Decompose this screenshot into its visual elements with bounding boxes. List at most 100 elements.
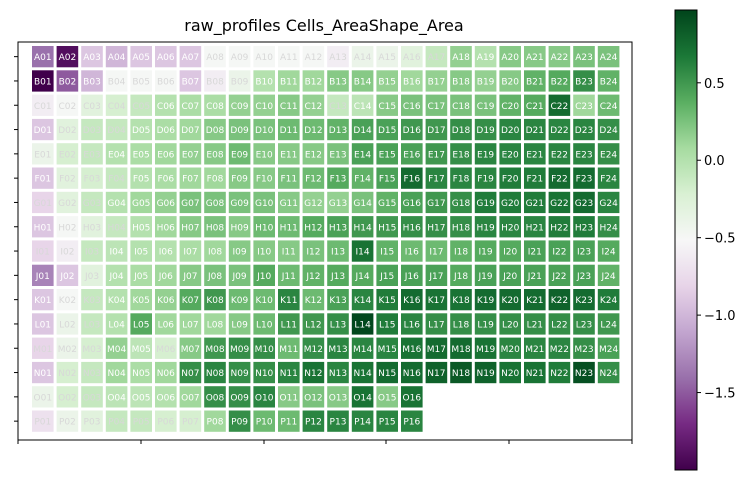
cell-label: G01: [34, 199, 52, 209]
heatmap-cell: [376, 289, 398, 311]
heatmap-cell: [204, 386, 226, 408]
heatmap-cell: [253, 386, 275, 408]
cell-label: G08: [206, 199, 225, 209]
cell-label: G04: [107, 199, 126, 209]
cell-label: E13: [329, 150, 346, 160]
cell-label: I16: [405, 248, 419, 258]
cell-label: F18: [453, 175, 470, 185]
heatmap-cell: [376, 361, 398, 384]
cell-label: N14: [354, 369, 372, 379]
cell-label: N10: [255, 369, 273, 379]
heatmap-cell: [278, 216, 300, 238]
heatmap-cell: [499, 191, 521, 214]
heatmap-cell: [597, 118, 620, 141]
heatmap-cell: [327, 216, 349, 238]
cell-label: D11: [280, 126, 298, 136]
heatmap-cell: [351, 264, 374, 286]
cell-label: K16: [403, 296, 421, 306]
cell-label: C22: [551, 102, 569, 112]
cell-label: M19: [476, 345, 495, 355]
cell-label: N09: [231, 369, 249, 379]
heatmap-cell: [499, 46, 521, 68]
heatmap-cell: [425, 289, 448, 311]
heatmap-cell: [278, 361, 300, 384]
heatmap-cell: [130, 264, 152, 286]
cell-label: G05: [132, 199, 150, 209]
cell-label: K09: [231, 296, 249, 306]
heatmap-cell: [32, 240, 54, 262]
cell-label: B17: [428, 77, 446, 87]
heatmap-cell: [179, 167, 202, 189]
heatmap-cell: [401, 46, 423, 68]
heatmap-cell: [474, 46, 497, 68]
cell-label: F08: [207, 175, 224, 185]
heatmap-cell: [228, 167, 251, 189]
cell-label: B10: [255, 77, 273, 87]
heatmap-cell: [179, 143, 202, 165]
heatmap-cell: [278, 410, 300, 432]
heatmap-cell: [155, 143, 177, 165]
heatmap-cell: [278, 167, 300, 189]
cell-label: D04: [107, 126, 126, 136]
cell-label: N01: [34, 369, 52, 379]
cell-label: K08: [206, 296, 224, 306]
heatmap-cell: [32, 94, 54, 116]
heatmap-cell: [155, 313, 177, 335]
heatmap-cell: [425, 240, 448, 262]
heatmap-cell: [302, 70, 325, 92]
cell-label: N02: [58, 369, 76, 379]
heatmap-cell: [376, 118, 398, 141]
cell-label: F20: [502, 175, 519, 185]
cell-label: J23: [576, 272, 591, 282]
heatmap-cell: [32, 361, 54, 384]
cell-label: A04: [108, 53, 126, 63]
cell-label: I01: [36, 248, 50, 258]
cell-label: F14: [354, 175, 371, 185]
heatmap-cell: [351, 289, 374, 311]
cell-label: A22: [551, 53, 569, 63]
cell-label: D15: [378, 126, 396, 136]
heatmap-cell: [597, 94, 620, 116]
cell-label: H22: [550, 223, 568, 233]
cell-label: C02: [59, 102, 77, 112]
cell-label: H18: [452, 223, 470, 233]
cell-label: B09: [231, 77, 249, 87]
heatmap-cell: [204, 143, 226, 165]
cell-label: K24: [600, 296, 618, 306]
cell-label: G14: [353, 199, 372, 209]
heatmap-cell: [228, 70, 251, 92]
heatmap-cell: [474, 289, 497, 311]
heatmap-cell: [327, 167, 349, 189]
heatmap-cell: [302, 337, 325, 359]
cell-label: L05: [133, 320, 149, 330]
heatmap-cell: [32, 118, 54, 141]
heatmap-cell: [573, 167, 595, 189]
heatmap-cell: [253, 143, 275, 165]
cell-label: C17: [428, 102, 446, 112]
cell-label: O05: [132, 393, 151, 403]
heatmap-cell: [573, 46, 595, 68]
cell-label: D06: [157, 126, 176, 136]
cell-label: L21: [527, 320, 543, 330]
heatmap-cell: [474, 191, 497, 214]
cell-label: M23: [574, 345, 593, 355]
cell-label: F07: [182, 175, 199, 185]
heatmap-cell: [81, 216, 103, 238]
cell-label: L04: [108, 320, 125, 330]
cell-label: A14: [354, 53, 372, 63]
cell-label: I23: [577, 248, 591, 258]
cell-label: L06: [158, 320, 175, 330]
cell-label: K13: [329, 296, 346, 306]
heatmap-cell: [105, 410, 128, 432]
cell-label: B07: [182, 77, 200, 87]
cell-label: L02: [59, 320, 75, 330]
cell-label: D23: [575, 126, 593, 136]
heatmap-cell: [155, 216, 177, 238]
heatmap-cell: [204, 289, 226, 311]
cell-label: A17: [428, 53, 446, 63]
heatmap-cell: [302, 118, 325, 141]
heatmap-cell: [450, 94, 472, 116]
heatmap-cell: [179, 410, 202, 432]
cell-label: N12: [304, 369, 322, 379]
heatmap-cell: [573, 94, 595, 116]
